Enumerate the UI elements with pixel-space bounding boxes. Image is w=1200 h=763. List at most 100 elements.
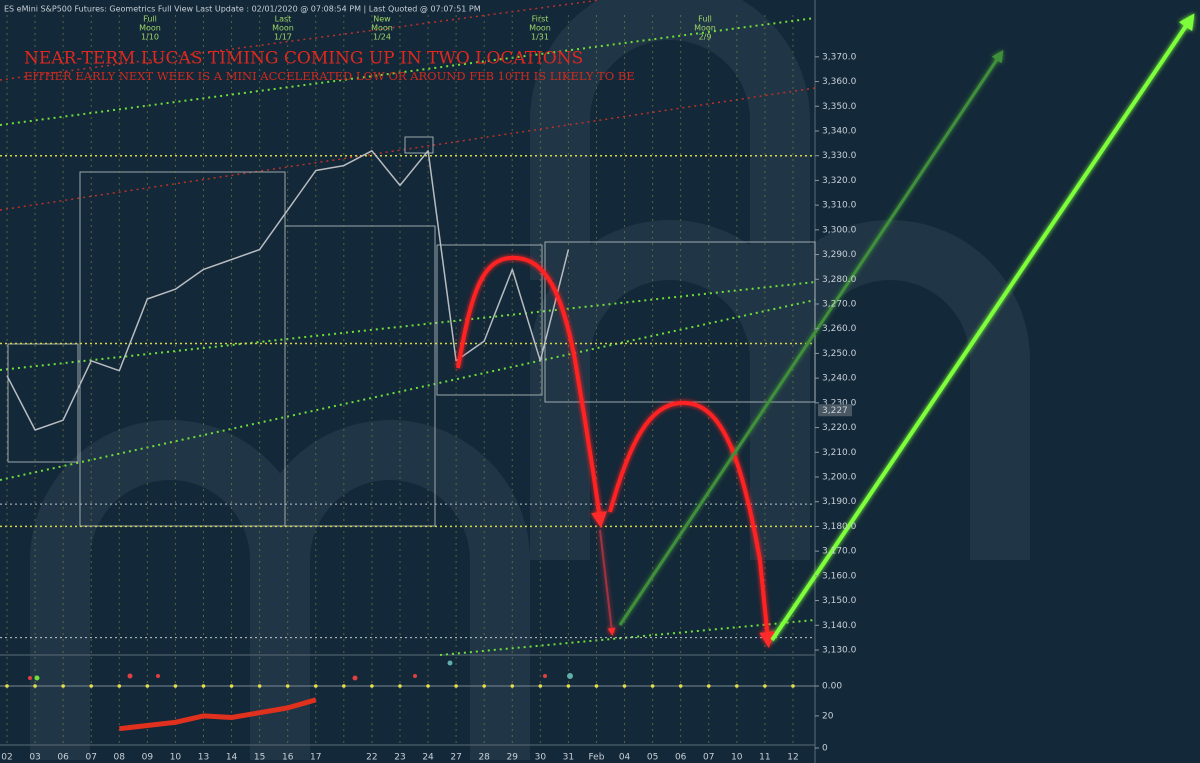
- y-tick-label: 3,160.0: [822, 571, 857, 581]
- x-tick-label: 16: [282, 753, 294, 763]
- y-tick-label: 3,130.0: [822, 646, 857, 656]
- signal-dot: [398, 684, 402, 688]
- signal-dot: [482, 684, 486, 688]
- y-tick-label: 3,250.0: [822, 349, 857, 359]
- y-tick-label: 3,310.0: [822, 201, 857, 211]
- plot: [5, 150, 795, 729]
- signal-dot: [650, 684, 655, 688]
- last-price-box: [818, 404, 852, 417]
- signal-dot: [678, 684, 683, 688]
- y-tick-label: 3,140.0: [822, 621, 857, 631]
- price-line: [6, 150, 570, 431]
- signal-dot: [201, 684, 206, 688]
- y-tick-label: 3,230.0: [822, 398, 857, 408]
- y-tick-label: 3,260.0: [822, 324, 857, 334]
- moon-label: New: [373, 15, 391, 24]
- signal-dot: [706, 684, 711, 688]
- x-tick-label: 13: [198, 753, 209, 763]
- watermark: [29, 0, 1030, 760]
- signal-dot: [370, 684, 374, 688]
- moon-label: Moon: [139, 24, 161, 33]
- y-tick-label: 3,340.0: [822, 126, 857, 136]
- title: NEAR-TERM LUCAS TIMING COMING UP IN TWO …: [24, 49, 583, 69]
- signal-dot: [173, 684, 178, 688]
- x-tick-label: 23: [394, 753, 405, 763]
- moon-label: Full: [143, 15, 157, 24]
- moon-label: Moon: [529, 24, 551, 33]
- x-tick-label: 24: [422, 753, 434, 763]
- header: ES eMini S&P500 Futures: Geometrics Full…: [4, 5, 481, 14]
- signal-dot: [510, 684, 515, 688]
- x-tick-label: 04: [619, 753, 631, 763]
- signal-dot: [566, 684, 571, 688]
- signal-dot: [229, 684, 234, 688]
- moon-label: Moon: [694, 24, 716, 33]
- y-tick-label: 3,330.0: [822, 151, 857, 161]
- y-tick-label: 3,360.0: [822, 77, 857, 87]
- signal-dot: [285, 684, 290, 688]
- x-tick-label: 05: [647, 753, 658, 763]
- grid: [0, 15, 815, 745]
- signal-dot: [257, 684, 262, 688]
- x-tick-label: 27: [450, 753, 461, 763]
- x-tick-label: 07: [85, 753, 96, 763]
- last-price-label: 3,227: [822, 406, 848, 416]
- signal-dot: [791, 684, 795, 688]
- y-tick-label: 3,300.0: [822, 225, 857, 235]
- y-tick-label: 3,320.0: [822, 176, 857, 186]
- y-tick-label: 0: [822, 744, 828, 754]
- y-tick-label: 3,350.0: [822, 102, 857, 112]
- y-tick-label: 3,150.0: [822, 596, 857, 606]
- x-tick-label: 02: [1, 753, 12, 763]
- y-tick-label: 3,240.0: [822, 374, 857, 384]
- signal-dot: [342, 684, 346, 688]
- y-tick-label: 3,170.0: [822, 547, 857, 557]
- x-tick-label: 06: [675, 753, 687, 763]
- moon-label: Moon: [371, 24, 393, 33]
- signal-dot: [89, 684, 94, 688]
- signal-dot: [538, 684, 543, 688]
- moon-label: 1/17: [274, 33, 292, 42]
- signal-dot: [426, 684, 430, 688]
- x-tick-label: 14: [226, 753, 238, 763]
- moon-label: Last: [275, 15, 292, 24]
- moon-label: 1/31: [531, 33, 549, 42]
- trendlines: [0, 0, 816, 656]
- x-tick-label: 09: [142, 753, 154, 763]
- x-tick-label: 22: [366, 753, 377, 763]
- y-tick-label: 3,210.0: [822, 448, 857, 458]
- x-tick-label: 15: [254, 753, 265, 763]
- signal-dot: [33, 684, 37, 688]
- signal-dot: [594, 684, 599, 688]
- moon-label: 1/10: [141, 33, 159, 42]
- x-tick-label: 06: [57, 753, 69, 763]
- signal-dot: [61, 684, 65, 688]
- moon-label: Full: [698, 15, 712, 24]
- signal-dot: [454, 684, 458, 688]
- moon-label: First: [532, 15, 549, 24]
- moon-label: Moon: [272, 24, 294, 33]
- x-tick-label: 31: [563, 753, 574, 763]
- y-tick-label: 3,190.0: [822, 497, 857, 507]
- signal-dot: [145, 684, 150, 688]
- x-tick-label: 28: [478, 753, 490, 763]
- y-tick-label: 3,290.0: [822, 250, 857, 260]
- signal-dot: [5, 684, 9, 688]
- signal-dot: [117, 684, 122, 688]
- y-tick-label: 3,180.0: [822, 522, 857, 532]
- moon-label: 2/9: [699, 33, 712, 42]
- signal-dot: [735, 684, 739, 688]
- y-tick-label: 3,220.0: [822, 423, 857, 433]
- x-tick-label: 10: [170, 753, 182, 763]
- y-tick-label: 3,280.0: [822, 275, 857, 285]
- x-tick-label: 08: [114, 753, 126, 763]
- moon-label: 1/24: [373, 33, 391, 42]
- x-tick-label: 07: [703, 753, 714, 763]
- x-tick-label: 30: [535, 753, 547, 763]
- signal-dot: [313, 684, 318, 688]
- y-tick-label: 0.00: [822, 682, 842, 692]
- x-tick-label: 17: [310, 753, 321, 763]
